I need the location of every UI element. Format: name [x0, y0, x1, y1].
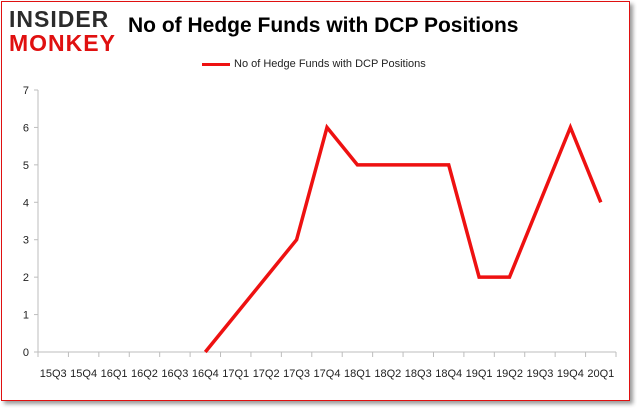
y-tick-label: 3 [23, 235, 29, 247]
x-tick-label: 16Q4 [192, 368, 219, 380]
y-tick-label: 0 [23, 347, 29, 359]
x-tick-label: 19Q4 [557, 368, 584, 380]
legend-swatch [202, 62, 230, 66]
logo-line-2: MONKEY [9, 30, 116, 56]
x-tick-label: 19Q3 [526, 368, 553, 380]
insider-monkey-logo: INSIDER MONKEY [9, 8, 121, 56]
x-tick-label: 18Q3 [405, 368, 432, 380]
x-tick-label: 17Q3 [283, 368, 310, 380]
y-tick-label: 5 [23, 160, 29, 172]
x-tick-label: 16Q2 [131, 368, 158, 380]
x-tick-label: 20Q1 [587, 368, 614, 380]
x-tick-label: 17Q1 [222, 368, 249, 380]
chart-frame [1, 1, 630, 401]
y-tick-label: 6 [23, 122, 29, 134]
x-tick-label: 17Q4 [314, 368, 341, 380]
x-tick-label: 19Q1 [466, 368, 493, 380]
x-tick-label: 19Q2 [496, 368, 523, 380]
x-tick-label: 18Q4 [435, 368, 462, 380]
y-tick-label: 2 [23, 272, 29, 284]
x-tick-label: 18Q2 [374, 368, 401, 380]
legend-label: No of Hedge Funds with DCP Positions [234, 58, 426, 70]
series-line [203, 122, 603, 354]
x-tick-label: 16Q3 [161, 368, 188, 380]
chart-title: No of Hedge Funds with DCP Positions [128, 14, 519, 37]
y-tick-label: 4 [23, 197, 29, 209]
y-tick-label: 1 [23, 310, 29, 322]
x-tick-label: 16Q1 [101, 368, 128, 380]
x-tick-label: 18Q1 [344, 368, 371, 380]
chart-legend: No of Hedge Funds with DCP Positions [202, 56, 426, 72]
x-tick-label: 15Q4 [70, 368, 97, 380]
logo-line-1: INSIDER [9, 6, 110, 32]
x-tick-label: 15Q3 [40, 368, 67, 380]
x-tick-label: 17Q2 [253, 368, 280, 380]
y-tick-label: 7 [23, 85, 29, 97]
